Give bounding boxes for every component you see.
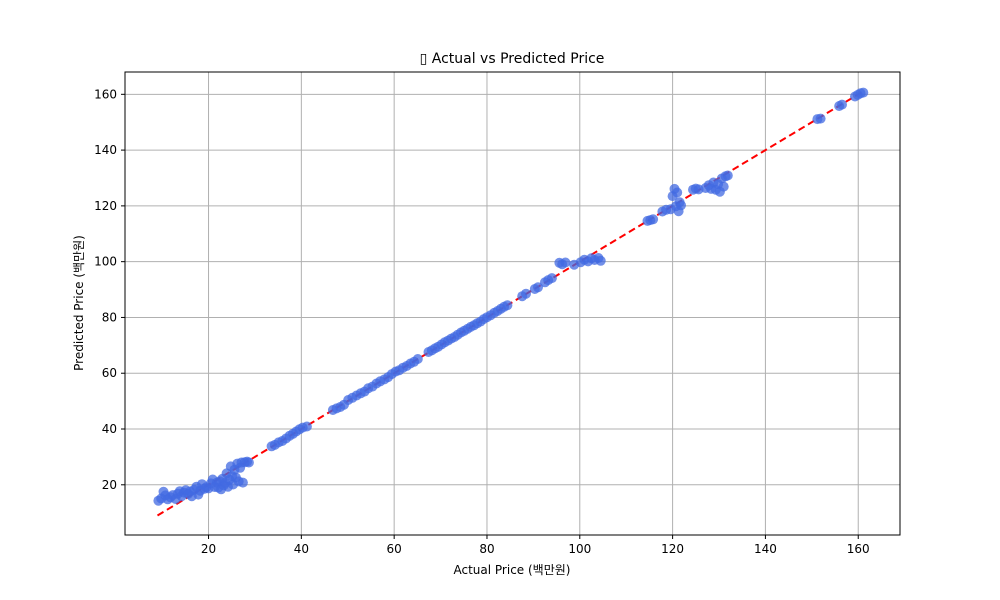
data-point (858, 87, 869, 98)
x-tick-label: 120 (661, 542, 684, 556)
data-point (722, 170, 733, 181)
y-tick-label: 140 (94, 143, 117, 157)
data-point (502, 300, 513, 311)
chart-title: ▯ Actual vs Predicted Price (420, 51, 605, 67)
y-tick-label: 100 (94, 255, 117, 269)
y-tick-label: 120 (94, 199, 117, 213)
plot-frame (124, 71, 901, 536)
grid-lines (125, 72, 900, 535)
data-point (560, 257, 571, 268)
x-tick-label: 100 (568, 542, 591, 556)
x-tick-label: 140 (754, 542, 777, 556)
y-tick-label: 160 (94, 87, 117, 101)
data-point (815, 113, 826, 124)
data-point (837, 99, 847, 110)
data-point (521, 288, 531, 299)
data-point (718, 181, 729, 192)
data-point (546, 273, 557, 284)
y-tick-label: 60 (102, 366, 117, 380)
y-tick-label: 80 (102, 310, 117, 324)
x-axis-ticks: 20 40 60 80 100 120 140 160 (201, 535, 870, 556)
data-point (412, 354, 423, 364)
data-point (301, 421, 312, 432)
data-point (676, 200, 686, 211)
x-tick-label: 60 (387, 542, 402, 556)
y-axis-ticks: 20 40 60 80 100 120 140 160 (94, 87, 125, 492)
data-point (237, 477, 248, 488)
data-points (153, 87, 869, 506)
data-point (595, 255, 606, 266)
x-tick-label: 160 (847, 542, 870, 556)
data-point (648, 214, 659, 225)
x-axis-label: Actual Price (백만원) (454, 563, 571, 577)
x-tick-label: 20 (201, 542, 216, 556)
y-tick-label: 40 (102, 422, 117, 436)
data-point (672, 187, 683, 198)
x-tick-label: 80 (479, 542, 494, 556)
data-point (243, 457, 254, 468)
data-point (533, 282, 543, 293)
x-tick-label: 40 (294, 542, 309, 556)
y-axis-label: Predicted Price (백만원) (72, 235, 86, 371)
y-tick-label: 20 (102, 478, 117, 492)
